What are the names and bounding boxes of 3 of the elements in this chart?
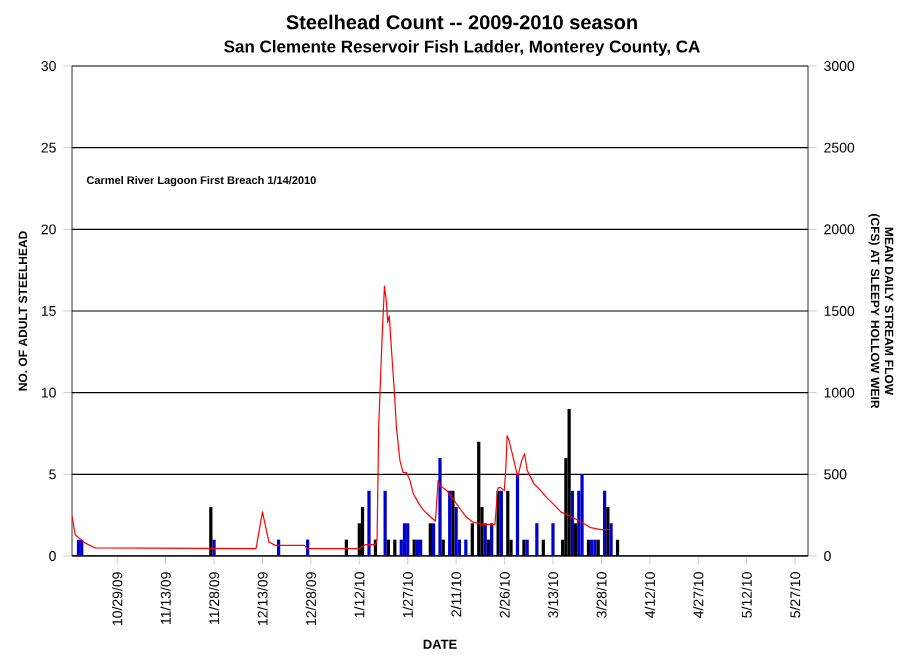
chart-subtitle: San Clemente Reservoir Fish Ladder, Monterey County, CA: [224, 40, 700, 56]
line-series: [72, 285, 612, 550]
chart-title: Steelhead Count -- 2009-2010 season: [286, 14, 637, 30]
